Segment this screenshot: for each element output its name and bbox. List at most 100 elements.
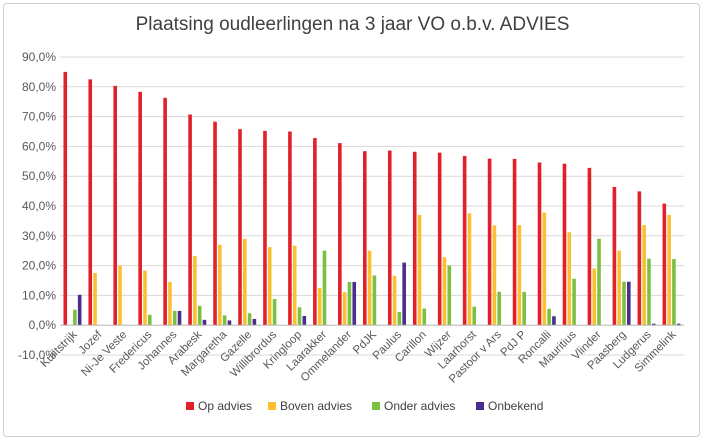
legend-item: Onder advies [372,399,455,413]
bar [417,214,422,326]
y-tick-label: 40,0% [22,199,56,213]
bar [617,250,621,326]
bar [263,130,267,326]
bar [88,79,93,326]
bar [172,310,177,326]
bar [612,186,617,326]
legend-label: Boven advies [280,399,352,413]
bar [252,318,257,326]
legend-label: Op advies [198,399,252,413]
bar [272,298,277,326]
bar [138,91,142,326]
bar [113,85,117,326]
bar [442,257,447,326]
bar [672,259,676,326]
bar [213,121,217,326]
bar [497,291,501,326]
legend-item: Op advies [186,399,252,413]
y-tick-label: 30,0% [22,229,56,243]
bar [338,143,342,326]
bar [592,268,597,326]
bar [247,313,252,326]
chart-frame [3,3,700,437]
bar [472,306,477,326]
bar [363,151,367,326]
bar [642,225,646,326]
y-tick-label: 20,0% [22,259,56,273]
legend-label: Onder advies [384,399,455,413]
bar [322,250,327,326]
bar [347,281,352,326]
y-tick-label: 60,0% [22,139,56,153]
bar [587,167,592,326]
chart-title: Plaatsing oudleerlingen na 3 jaar VO o.b… [135,14,570,35]
legend-swatch [268,402,276,410]
bar [188,114,192,326]
bar [422,308,427,326]
bar [313,138,317,326]
bar [267,247,272,326]
bar [77,294,82,326]
bar [218,244,222,326]
bar [402,262,406,326]
bar [562,163,567,326]
bar [197,305,202,326]
bar [637,191,642,326]
legend-item: Boven advies [268,399,352,413]
bar [372,275,377,326]
bar [227,320,232,326]
legend-swatch [372,402,380,410]
bar [63,71,68,326]
legend-item: Onbekend [476,399,543,413]
bar [387,150,392,326]
y-tick-label: 80,0% [22,80,56,94]
bar [512,158,517,326]
bar [572,278,576,326]
bar [542,212,547,326]
bar [552,316,556,326]
y-axis: -10,0% 0,0% 10,0% 20,0% 30,0% 40,0% 50,0% 60,0%… [18,50,56,362]
bar [397,312,402,326]
legend-swatch [476,402,484,410]
bar [597,238,601,326]
bar-series [63,71,681,326]
bar [412,151,417,326]
legend-swatch [186,402,194,410]
y-tick-label: 10,0% [22,288,56,302]
bar [243,238,247,326]
bar [487,158,492,326]
bar [392,275,397,326]
bar [297,307,302,326]
bar [437,152,442,326]
bar [367,250,372,326]
legend: Op advies Boven advies Onder advies Onbeken… [186,399,543,413]
bar [651,323,656,326]
bar [222,315,227,326]
bar [168,281,172,326]
bar [447,265,452,326]
bar [193,256,197,326]
bar [288,131,292,326]
bar [73,309,77,326]
bar [93,273,97,326]
bar [662,203,667,326]
bar [647,258,651,326]
bar [342,292,347,326]
bar [627,281,631,326]
y-tick-label: 70,0% [22,110,56,124]
bar [567,232,572,326]
bar [292,245,297,326]
bar [522,291,526,326]
bar [302,315,307,326]
bar [537,162,542,326]
y-tick-label: 0,0% [29,318,57,332]
bar [163,97,167,326]
bar [177,310,182,326]
bar [667,214,671,326]
y-tick-label: 90,0% [22,50,56,64]
bar [118,265,122,326]
bar [676,323,681,326]
bar [622,281,626,326]
